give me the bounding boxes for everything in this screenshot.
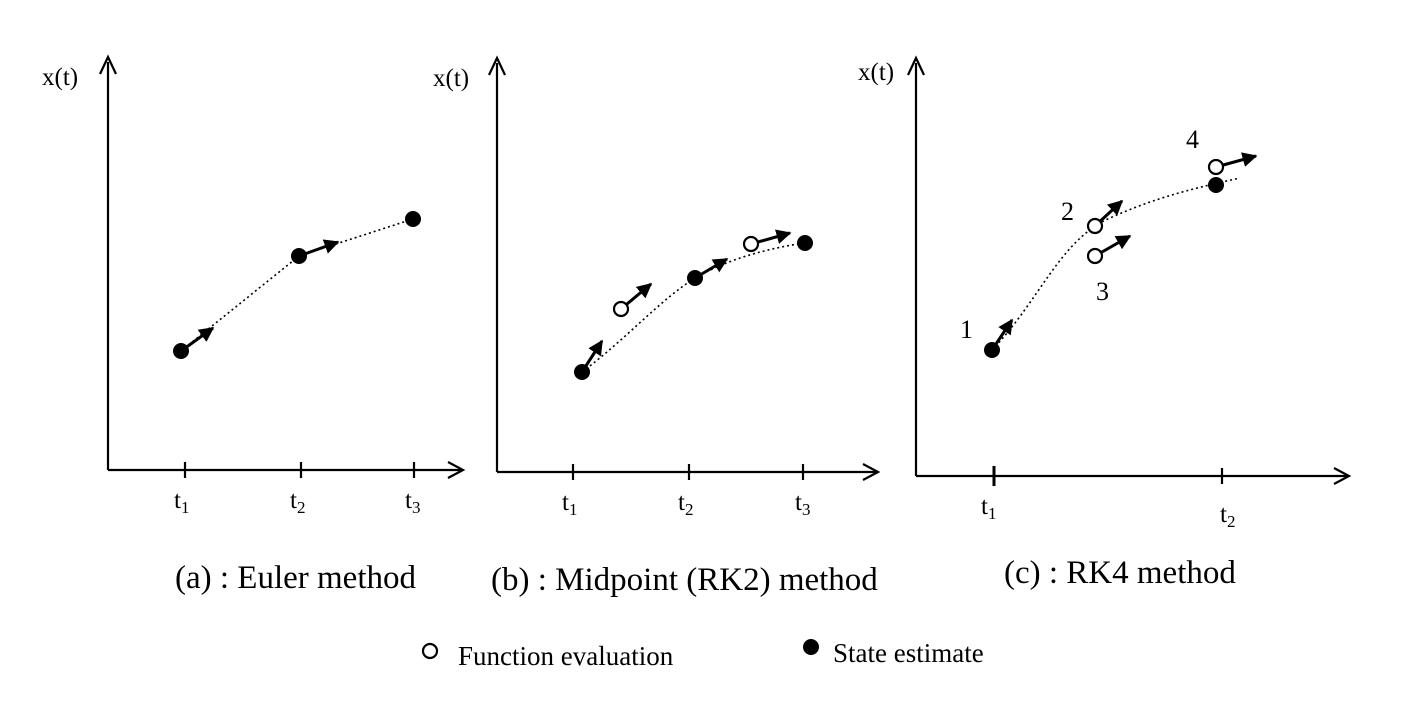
tick-label-t1: t1	[174, 487, 189, 517]
tick-label-t2: t2	[1220, 501, 1235, 531]
tick-marks	[571, 464, 805, 480]
panel-midpoint: x(t) t1 t2 t3 (b) : Midpoint (RK2) metho…	[433, 55, 881, 598]
legend-state-estimate-label: State estimate	[833, 638, 984, 668]
function-evaluation-point	[1086, 247, 1104, 265]
tick-label-t2: t2	[290, 487, 305, 517]
panel-caption: (b) : Midpoint (RK2) method	[491, 562, 878, 598]
y-axis-label: x(t)	[433, 65, 469, 92]
step-label-1: 1	[960, 315, 973, 344]
tick-label-t1: t1	[981, 493, 996, 523]
tick-label-t3: t3	[795, 489, 810, 519]
state-estimate-point	[291, 248, 307, 264]
function-evaluation-point	[1207, 158, 1225, 176]
state-estimate-point	[173, 343, 189, 359]
axes	[488, 55, 881, 481]
trajectory-dotted-curve	[180, 218, 414, 352]
legend-state-estimate-marker	[803, 639, 819, 655]
state-estimate-point	[405, 211, 421, 227]
axes	[907, 55, 1352, 485]
tick-label-t1: t1	[562, 489, 577, 519]
function-evaluation-point	[612, 300, 630, 318]
step-label-3: 3	[1096, 277, 1109, 306]
state-estimate-point	[984, 342, 1000, 358]
legend-function-evaluation-marker	[421, 642, 439, 660]
panel-caption: (a) : Euler method	[175, 560, 416, 596]
legend-function-evaluation-label: Function evaluation	[458, 641, 674, 671]
axes	[99, 54, 466, 479]
panel-caption: (c) : RK4 method	[1004, 555, 1236, 591]
panel-euler: x(t) t1 t2 t3 (a) : Euler method	[42, 54, 466, 596]
tick-label-t2: t2	[678, 489, 693, 519]
legend: Function evaluation State estimate	[421, 638, 984, 671]
state-estimate-point	[1208, 177, 1224, 193]
state-estimate-point	[797, 235, 813, 251]
state-estimate-point	[687, 270, 703, 286]
tick-label-t3: t3	[405, 487, 420, 517]
tick-marks	[183, 462, 416, 478]
trajectory-dotted-curve	[991, 177, 1241, 351]
step-label-2: 2	[1061, 197, 1074, 226]
function-evaluation-point	[1086, 217, 1104, 235]
function-evaluation-point	[742, 235, 760, 253]
tick-marks	[992, 466, 1224, 486]
step-label-4: 4	[1186, 125, 1199, 154]
y-axis-label: x(t)	[858, 59, 894, 86]
state-estimate-point	[574, 364, 590, 380]
y-axis-label: x(t)	[42, 64, 78, 91]
panel-rk4: x(t) t1 t2 1 2 3 4 (c) : RK4 method	[858, 55, 1352, 591]
